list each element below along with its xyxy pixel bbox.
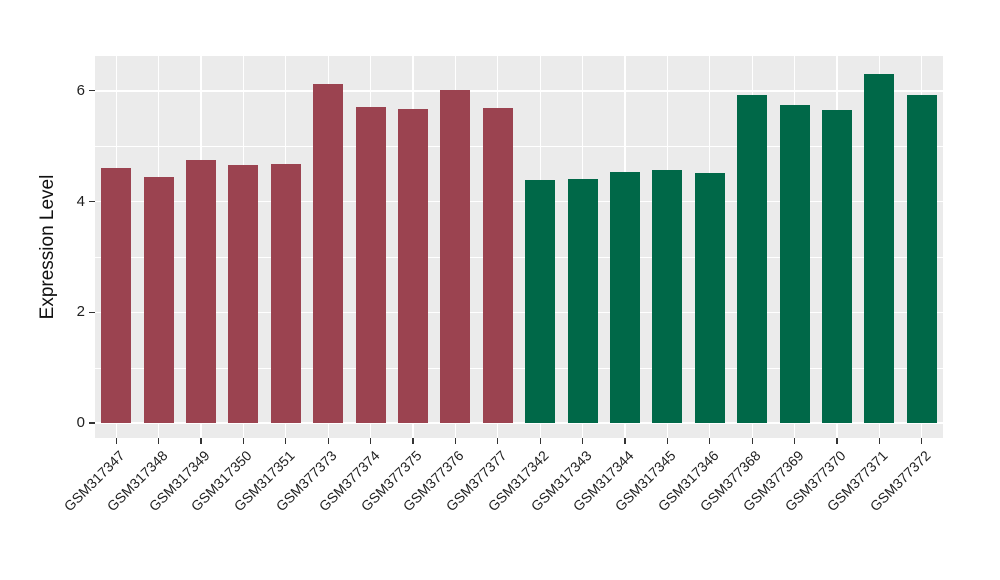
x-tick [709, 438, 711, 444]
y-major-gridline [95, 311, 943, 314]
bar-GSM377369 [779, 105, 810, 423]
bar-GSM377374 [355, 106, 386, 423]
bar-GSM377372 [906, 95, 937, 423]
x-tick [751, 438, 753, 444]
bar-GSM317345 [652, 170, 683, 423]
bar-GSM317351 [270, 163, 301, 423]
x-tick [412, 438, 414, 444]
x-tick [285, 438, 287, 444]
y-tick [89, 422, 95, 424]
bar-GSM317342 [525, 180, 556, 423]
x-tick [327, 438, 329, 444]
plot-panel [95, 56, 943, 438]
bar-GSM377377 [482, 107, 513, 423]
y-major-gridline [95, 90, 943, 92]
bar-GSM317348 [143, 177, 174, 423]
y-major-gridline [95, 200, 943, 203]
y-tick-label: 0 [76, 414, 85, 431]
bar-GSM377371 [864, 73, 895, 423]
x-tick [497, 438, 499, 444]
x-tick [666, 438, 668, 444]
y-tick [89, 311, 95, 313]
y-tick [89, 201, 95, 203]
bar-GSM317343 [567, 178, 598, 423]
bar-GSM377375 [398, 109, 428, 423]
bar-GSM317344 [610, 172, 640, 423]
y-major-gridline [95, 422, 943, 424]
x-tick [921, 438, 923, 444]
y-tick-label: 6 [76, 81, 85, 99]
x-tick [582, 438, 584, 444]
x-tick [539, 438, 541, 444]
x-tick [836, 438, 838, 444]
x-tick [878, 438, 880, 444]
bar-GSM377370 [822, 109, 852, 423]
bar-GSM317349 [186, 160, 216, 423]
x-tick [794, 438, 796, 444]
y-minor-gridline [95, 256, 943, 258]
bar-GSM317350 [228, 165, 259, 423]
y-minor-gridline [95, 146, 943, 148]
y-tick [89, 90, 95, 92]
bar-GSM317346 [694, 172, 725, 423]
y-minor-gridline [95, 367, 943, 369]
y-tick-label: 2 [76, 303, 85, 321]
bar-GSM317347 [101, 168, 132, 423]
bar-GSM377376 [440, 89, 471, 423]
x-tick [454, 438, 456, 444]
bar-GSM377368 [737, 95, 768, 423]
bar-GSM377373 [313, 83, 344, 423]
x-tick [370, 438, 372, 444]
x-tick [242, 438, 244, 444]
x-tick [200, 438, 202, 444]
y-tick-label: 4 [76, 192, 85, 210]
x-tick [115, 438, 117, 444]
x-tick [624, 438, 626, 444]
x-tick [158, 438, 160, 444]
